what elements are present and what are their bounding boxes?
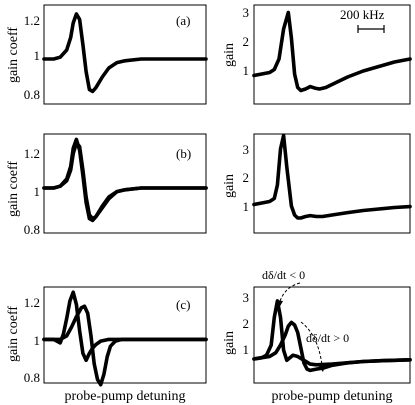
series-line-b-right-0 xyxy=(252,133,412,220)
panel-a-left-ytick-0.8: 0.8 xyxy=(24,87,40,102)
panel-c-right-ytick-3: 3 xyxy=(243,290,250,305)
panel-c-left-frame xyxy=(43,286,207,384)
series-line-b-left-1 xyxy=(42,141,208,221)
panel-b-right-ytick-2: 2 xyxy=(243,170,250,185)
panel-a-left-ytick-1: 1 xyxy=(34,48,41,63)
panel-a-left-frame xyxy=(43,4,207,105)
panel-b-right-frame xyxy=(253,133,411,234)
panel-b-label: (b) xyxy=(176,146,191,161)
panel-b-right-ylabel: gain xyxy=(222,174,237,198)
panel-b-right-ytick-3: 3 xyxy=(243,142,250,157)
panel-b-left-ytick-1.2: 1.2 xyxy=(24,146,40,161)
panel-c-left-ytick-0.8: 0.8 xyxy=(24,370,40,385)
panel-c-left-xlabel: probe-pump detuning xyxy=(65,389,186,404)
panel-c-left-ytick-1: 1 xyxy=(34,333,41,348)
panel-a-left-ytick-1.2: 1.2 xyxy=(24,13,40,28)
panel-b-right-ytick-1: 1 xyxy=(243,199,250,214)
panel-c-right-ytick-1: 1 xyxy=(243,342,250,357)
annotation-decreasing: dδ/dt < 0 xyxy=(262,268,305,282)
panel-c-right-ytick-2: 2 xyxy=(243,316,250,331)
panel-c-right-xlabel: probe-pump detuning xyxy=(272,389,393,404)
series-line-a-left-0 xyxy=(42,12,208,94)
series-line-a-right-0 xyxy=(252,10,412,93)
scale-annotation: 200 kHz xyxy=(340,7,385,22)
series-line-c-right-1 xyxy=(252,320,412,373)
panel-c-label: (c) xyxy=(176,297,190,312)
panel-b-left-ytick-0.8: 0.8 xyxy=(24,222,40,237)
panel-a-right-ytick-1: 1 xyxy=(243,63,250,78)
panel-b-left-ylabel: gain coeff xyxy=(6,161,21,217)
panel-a-right-ylabel: gain xyxy=(222,43,237,67)
scale-bar xyxy=(357,25,385,33)
panel-b-left-frame xyxy=(43,133,207,234)
panel-a-label: (a) xyxy=(176,13,190,28)
panel-a-left-ylabel: gain coeff xyxy=(6,27,21,83)
panel-c-left-ytick-1.2: 1.2 xyxy=(24,295,40,310)
panel-a-right-frame xyxy=(253,4,411,105)
panel-c-left-ylabel: gain coeff xyxy=(6,306,21,362)
panel-a-right-ytick-3: 3 xyxy=(243,5,250,20)
annotation-increasing: dδ/dt > 0 xyxy=(306,331,349,345)
panel-c-right-frame xyxy=(253,286,411,384)
panel-c-right-ylabel: gain xyxy=(222,331,237,355)
panel-a-right-ytick-2: 2 xyxy=(243,34,250,49)
series-line-c-left-1 xyxy=(42,304,208,387)
panel-b-left-ytick-1: 1 xyxy=(34,184,41,199)
